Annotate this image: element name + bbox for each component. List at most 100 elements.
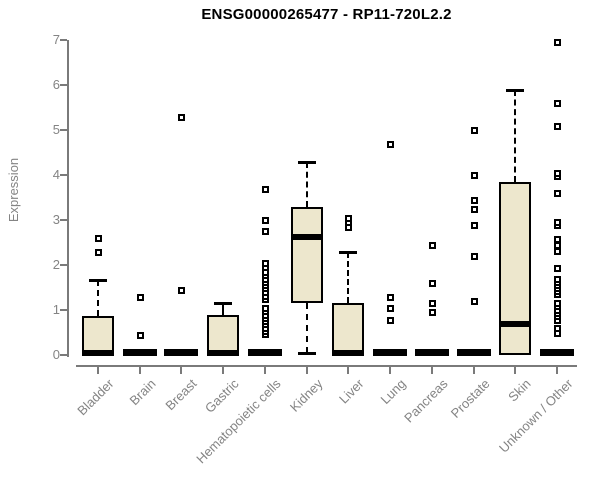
outlier-point <box>95 235 102 242</box>
upper-whisker-cap <box>297 160 316 164</box>
upper-whisker <box>514 89 517 182</box>
outlier-point <box>261 259 269 267</box>
x-axis-tick <box>263 367 266 374</box>
y-axis-tick <box>60 219 67 221</box>
y-axis-tick-label: 2 <box>52 257 60 272</box>
x-axis-tick <box>97 367 99 374</box>
outlier-point <box>554 169 562 177</box>
outlier-point <box>428 241 436 249</box>
outlier-point <box>428 309 436 317</box>
x-axis-tick <box>389 367 392 374</box>
median-line <box>332 349 365 356</box>
outlier-point <box>554 300 562 308</box>
outlier-point <box>261 228 269 236</box>
x-axis-tick <box>180 367 183 374</box>
y-axis-tick <box>60 309 67 311</box>
y-axis-tick <box>60 264 67 266</box>
outlier-point <box>470 221 478 229</box>
upper-whisker <box>305 161 308 207</box>
median-line <box>499 320 532 327</box>
outlier-point <box>470 298 478 305</box>
collapsed-box <box>122 349 157 356</box>
outlier-point <box>178 113 186 121</box>
outlier-point <box>554 100 562 107</box>
collapsed-box <box>247 349 282 356</box>
upper-whisker <box>347 251 350 304</box>
y-axis-tick <box>60 84 67 86</box>
median-line <box>290 234 323 240</box>
outlier-point <box>261 304 269 312</box>
outlier-point <box>136 293 144 301</box>
y-axis-tick <box>60 129 67 131</box>
outlier-point <box>261 217 269 224</box>
lower-whisker-cap <box>297 351 316 355</box>
x-axis-tick <box>514 367 517 374</box>
collapsed-box <box>456 349 491 356</box>
outlier-point <box>178 286 186 294</box>
outlier-point <box>554 122 562 130</box>
upper-whisker <box>222 303 225 315</box>
outlier-point <box>554 190 562 197</box>
y-axis-tick <box>60 174 67 176</box>
x-axis-line <box>76 365 577 367</box>
outlier-point <box>387 140 395 148</box>
lower-whisker <box>305 303 308 353</box>
outlier-point <box>554 265 562 273</box>
y-axis-tick-label: 5 <box>52 122 60 137</box>
outlier-point <box>554 275 562 283</box>
upper-whisker-cap <box>339 250 358 254</box>
x-axis-tick <box>556 367 559 374</box>
y-axis-line <box>67 40 69 357</box>
outlier-point <box>387 294 395 302</box>
y-axis-tick-label: 1 <box>52 302 60 317</box>
upper-whisker-cap <box>506 88 525 92</box>
outlier-point <box>554 219 562 227</box>
outlier-point <box>136 331 144 339</box>
x-axis-tick <box>347 367 350 374</box>
collapsed-box <box>540 349 575 356</box>
collapsed-box <box>164 349 199 356</box>
box <box>499 181 532 355</box>
outlier-point <box>95 248 102 256</box>
x-axis-tick <box>305 367 308 374</box>
median-line <box>82 350 114 356</box>
x-axis-tick <box>472 367 475 374</box>
y-axis-tick-label: 6 <box>52 77 60 92</box>
outlier-point <box>470 172 478 179</box>
box <box>332 303 365 355</box>
y-axis-tick <box>60 354 67 356</box>
box <box>207 314 240 355</box>
outlier-point <box>387 304 395 312</box>
chart-title: ENSG00000265477 - RP11-720L2.2 <box>201 6 452 23</box>
box <box>82 315 114 355</box>
box <box>290 206 323 304</box>
x-axis-tick <box>138 367 141 374</box>
y-axis-tick <box>60 39 67 41</box>
outlier-point <box>554 325 562 332</box>
collapsed-box <box>414 349 449 356</box>
median-line <box>207 350 240 356</box>
y-axis-tick-label: 0 <box>52 347 60 362</box>
outlier-point <box>428 280 436 287</box>
outlier-point <box>387 316 395 324</box>
upper-whisker-cap <box>89 278 107 282</box>
upper-whisker-cap <box>214 302 233 306</box>
outlier-point <box>554 236 562 244</box>
outlier-point <box>470 205 478 213</box>
outlier-point <box>470 253 478 260</box>
collapsed-box <box>373 349 408 356</box>
outlier-point <box>470 127 478 134</box>
y-axis-tick-label: 7 <box>52 32 60 47</box>
y-axis-title: Expression <box>6 157 21 223</box>
outlier-point <box>261 185 269 193</box>
outlier-point <box>554 39 562 47</box>
outlier-point <box>428 300 436 308</box>
upper-whisker <box>97 279 99 316</box>
x-axis-tick <box>222 367 225 374</box>
outlier-point <box>345 214 353 222</box>
y-axis-tick-label: 3 <box>52 212 60 227</box>
outlier-point <box>470 196 478 204</box>
y-axis-tick-label: 4 <box>52 167 60 182</box>
x-axis-tick <box>430 367 433 374</box>
